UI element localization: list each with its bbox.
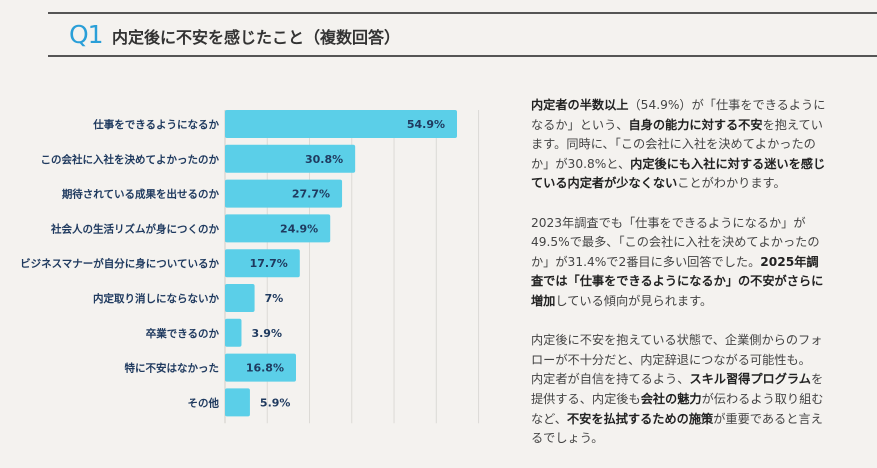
data-label: 17.7% (250, 257, 288, 270)
bar (225, 179, 343, 208)
bar (225, 353, 296, 382)
emphasis-text: 不安を払拭するための施策 (566, 411, 714, 426)
data-label: 5.9% (260, 396, 291, 409)
emphasis-text: 自身の能力に対する不安 (628, 117, 763, 132)
category-label: この会社に入社を決めてよかったのか (41, 153, 220, 166)
category-label: 卒業できるのか (146, 327, 220, 340)
header-top-rule (48, 12, 877, 14)
data-label: 7% (265, 292, 284, 305)
data-label: 30.8% (305, 153, 343, 166)
category-label: ビジネスマナーが自分に身についているか (20, 257, 219, 270)
body-text: 内定者が自信を持てるよう、 (531, 372, 690, 387)
body-text: が重要であると言えるでしょう。 (531, 411, 823, 446)
emphasis-text: 2025年調査では「仕事をできるようになるか」の不安がさらに増加 (531, 254, 824, 308)
bar (225, 214, 331, 243)
commentary-paragraph: 内定者の半数以上（54.9%）が「仕事をできるようになるか」という、自身の能力に… (531, 96, 826, 194)
body-text: を抱えています。同時に、「この会社に入社を決めてよかったのか」が30.8%と、 (531, 117, 823, 171)
body-text: を提供する、内定後も (531, 372, 824, 406)
emphasis-text: 内定後にも入社に対する迷いを感じている内定者が少なくない (531, 156, 826, 191)
body-text: が伝わるよう取り組むなど、 (531, 391, 824, 426)
bar (225, 144, 356, 173)
emphasis-text: 会社の魅力 (640, 391, 702, 406)
body-text: 内定後に不安を抱えている状態で、企業側からのフォローが不十分だと、内定辞退につな… (531, 333, 823, 367)
bar (225, 318, 242, 347)
emphasis-text: スキル習得プログラム (689, 372, 811, 387)
data-label: 24.9% (280, 222, 318, 235)
data-label: 3.9% (251, 327, 282, 340)
bar-chart: 仕事をできるようになるか 54.9% この会社に入社を決めてよかったのか 30.8% 期… (20, 110, 480, 424)
body-text: ことがわかります。 (677, 176, 786, 191)
emphasis-text: 内定者の半数以上 (531, 98, 629, 112)
data-label: 27.7% (292, 188, 330, 201)
commentary-paragraph: 内定後に不安を抱えている状態で、企業側からのフォローが不十分だと、内定辞退につな… (531, 331, 826, 449)
body-text: （54.9%）が「仕事をできるようになるか」という、 (531, 98, 826, 132)
bar (225, 284, 255, 312)
body-text: している傾向が見られます。 (555, 293, 713, 308)
body-text: 2023年調査でも「仕事をできるようになるか」が49.5%で最多、「この会社に入… (531, 215, 820, 269)
category-label: その他 (188, 396, 220, 409)
commentary-paragraph: 2023年調査でも「仕事をできるようになるか」が49.5%で最多、「この会社に入… (531, 214, 826, 312)
page-title: 内定後に不安を感じたこと（複数回答） (112, 28, 401, 47)
header-bottom-rule (48, 55, 877, 57)
category-label: 内定取り消しにならないか (93, 292, 219, 305)
bar (225, 110, 457, 138)
bar (225, 388, 250, 417)
category-label: 社会人の生活リズムが身につくのか (50, 222, 219, 235)
category-label: 期待されている成果を出せるのか (62, 188, 220, 201)
commentary: 内定者の半数以上（54.9%）が「仕事をできるようになるか」という、自身の能力に… (531, 96, 826, 468)
data-label: 54.9% (407, 118, 445, 131)
data-label: 16.8% (246, 362, 284, 375)
bar (225, 249, 300, 278)
category-label: 特に不安はなかった (125, 362, 220, 375)
category-label: 仕事をできるようになるか (92, 118, 219, 131)
question-number: Q1 (69, 20, 104, 49)
